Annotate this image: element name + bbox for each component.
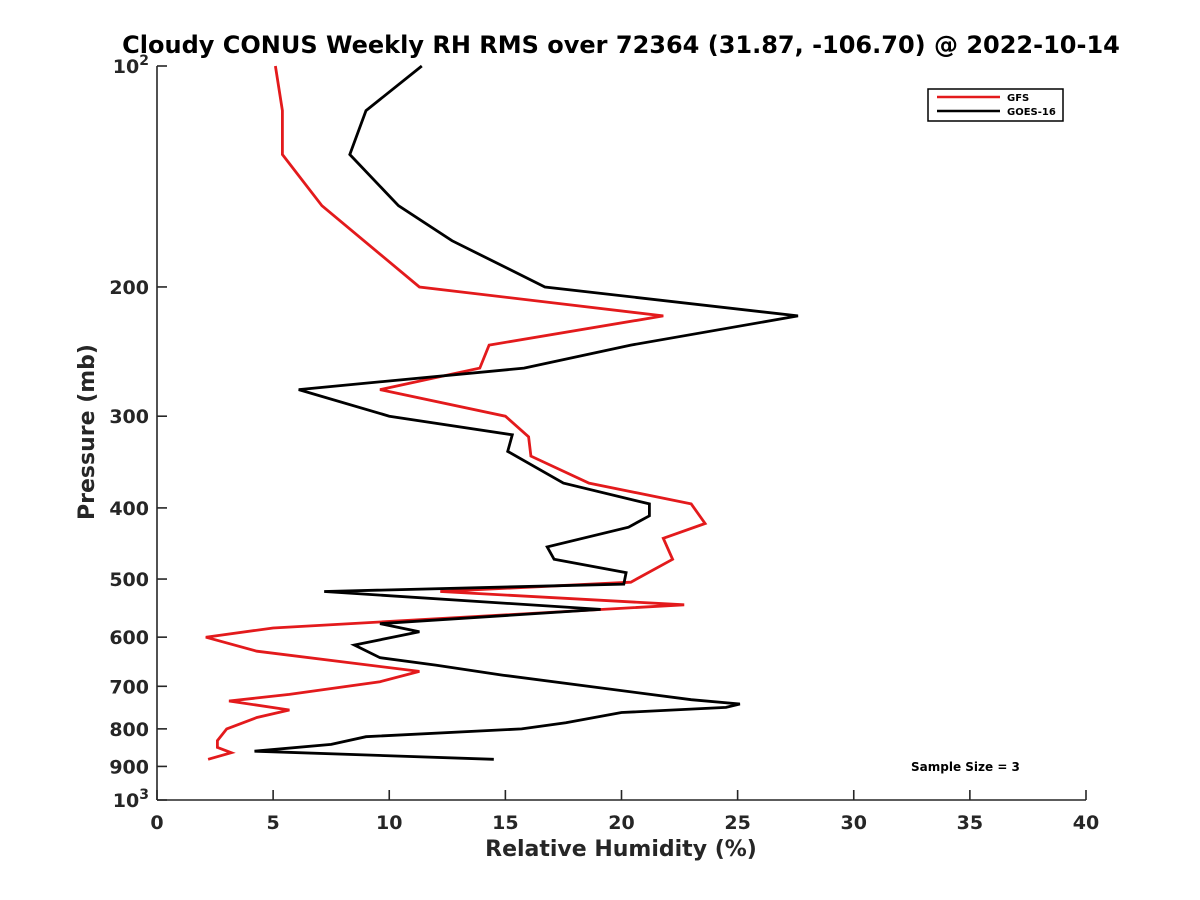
y-tick-label: 900: [109, 756, 149, 778]
x-tick-label: 15: [492, 812, 518, 834]
legend-label-gfs: GFS: [1007, 93, 1029, 104]
y-tick-label: 700: [109, 676, 149, 698]
x-tick-label: 5: [267, 812, 280, 834]
legend-label-goes16: GOES-16: [1007, 107, 1056, 118]
lines-layer: [205, 64, 799, 761]
x-axis-label: Relative Humidity (%): [485, 837, 757, 862]
x-tick-label: 20: [608, 812, 634, 834]
legend: GFS GOES-16: [927, 88, 1064, 122]
x-tick-label: 35: [957, 812, 983, 834]
series-line-goes-16: [254, 64, 799, 761]
y-axis-label: Pressure (mb): [75, 344, 100, 520]
legend-box: [927, 88, 1064, 122]
x-tick-label: 0: [150, 812, 163, 834]
x-tick-label: 40: [1073, 812, 1099, 834]
x-tick-label: 30: [841, 812, 867, 834]
y-tick-label: 800: [109, 719, 149, 741]
y-tick-label: 200: [109, 277, 149, 299]
y-tick-label: 300: [109, 406, 149, 428]
y-tick-label: 102: [113, 53, 149, 78]
y-tick-label: 400: [109, 498, 149, 520]
y-tick-label: 600: [109, 627, 149, 649]
sample-size-annotation: Sample Size = 3: [911, 760, 1020, 774]
chart-title: Cloudy CONUS Weekly RH RMS over 72364 (3…: [122, 31, 1120, 59]
x-tick-label: 25: [724, 812, 750, 834]
x-tick-label: 10: [376, 812, 402, 834]
y-tick-label: 103: [113, 787, 149, 812]
axes-layer: 0 5 10 15 20 25 30 35 40 102 200 300 400 500 600 700 800…: [109, 53, 1099, 834]
series-line-gfs: [205, 65, 708, 761]
y-tick-label: 500: [109, 569, 149, 591]
